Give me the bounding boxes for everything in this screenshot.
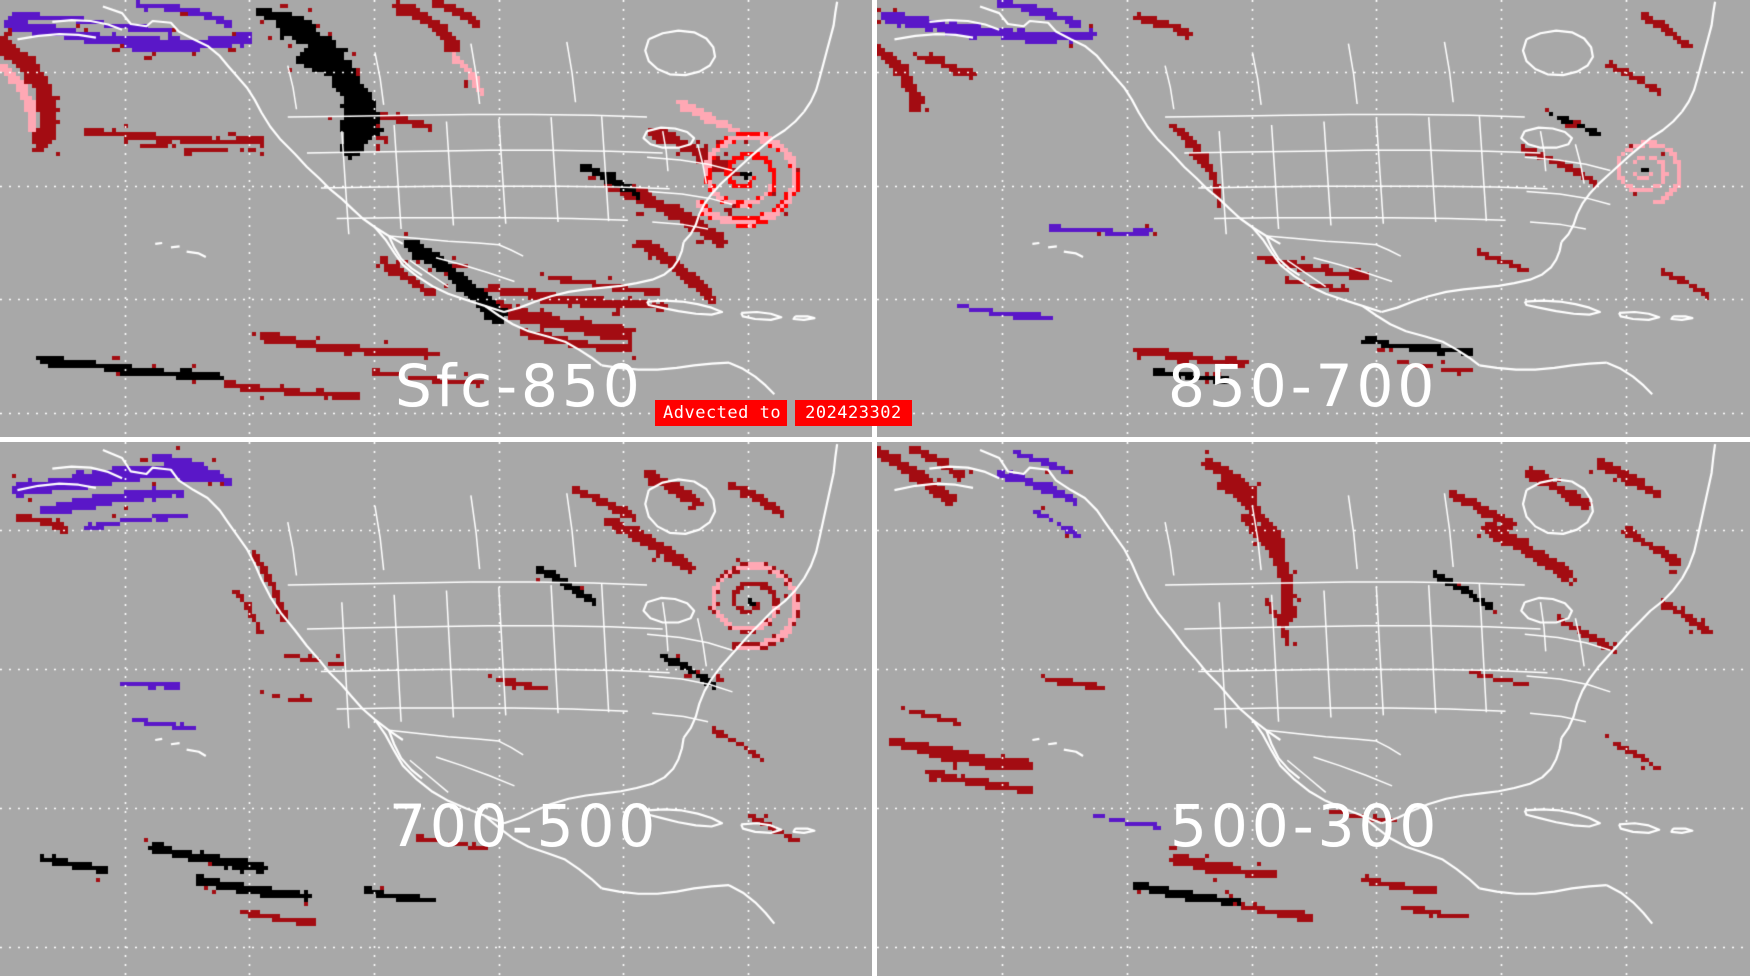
panel-700-500 xyxy=(0,442,872,976)
map-canvas-sfc-850 xyxy=(0,0,872,437)
advected-to-prefix: Advected to xyxy=(663,403,782,423)
map-canvas-850-700 xyxy=(877,0,1750,437)
panel-divider-vertical xyxy=(872,0,877,976)
advected-to-banner: Advected to 202423302 xyxy=(655,400,912,426)
map-canvas-700-500 xyxy=(0,442,872,976)
panel-divider-horizontal xyxy=(0,437,1750,442)
map-canvas-500-300 xyxy=(877,442,1750,976)
advected-to-timestamp: 202423302 xyxy=(805,403,902,423)
banner-gap xyxy=(787,400,796,426)
panel-500-300 xyxy=(877,442,1750,976)
panel-sfc-850 xyxy=(0,0,872,437)
panel-850-700 xyxy=(877,0,1750,437)
